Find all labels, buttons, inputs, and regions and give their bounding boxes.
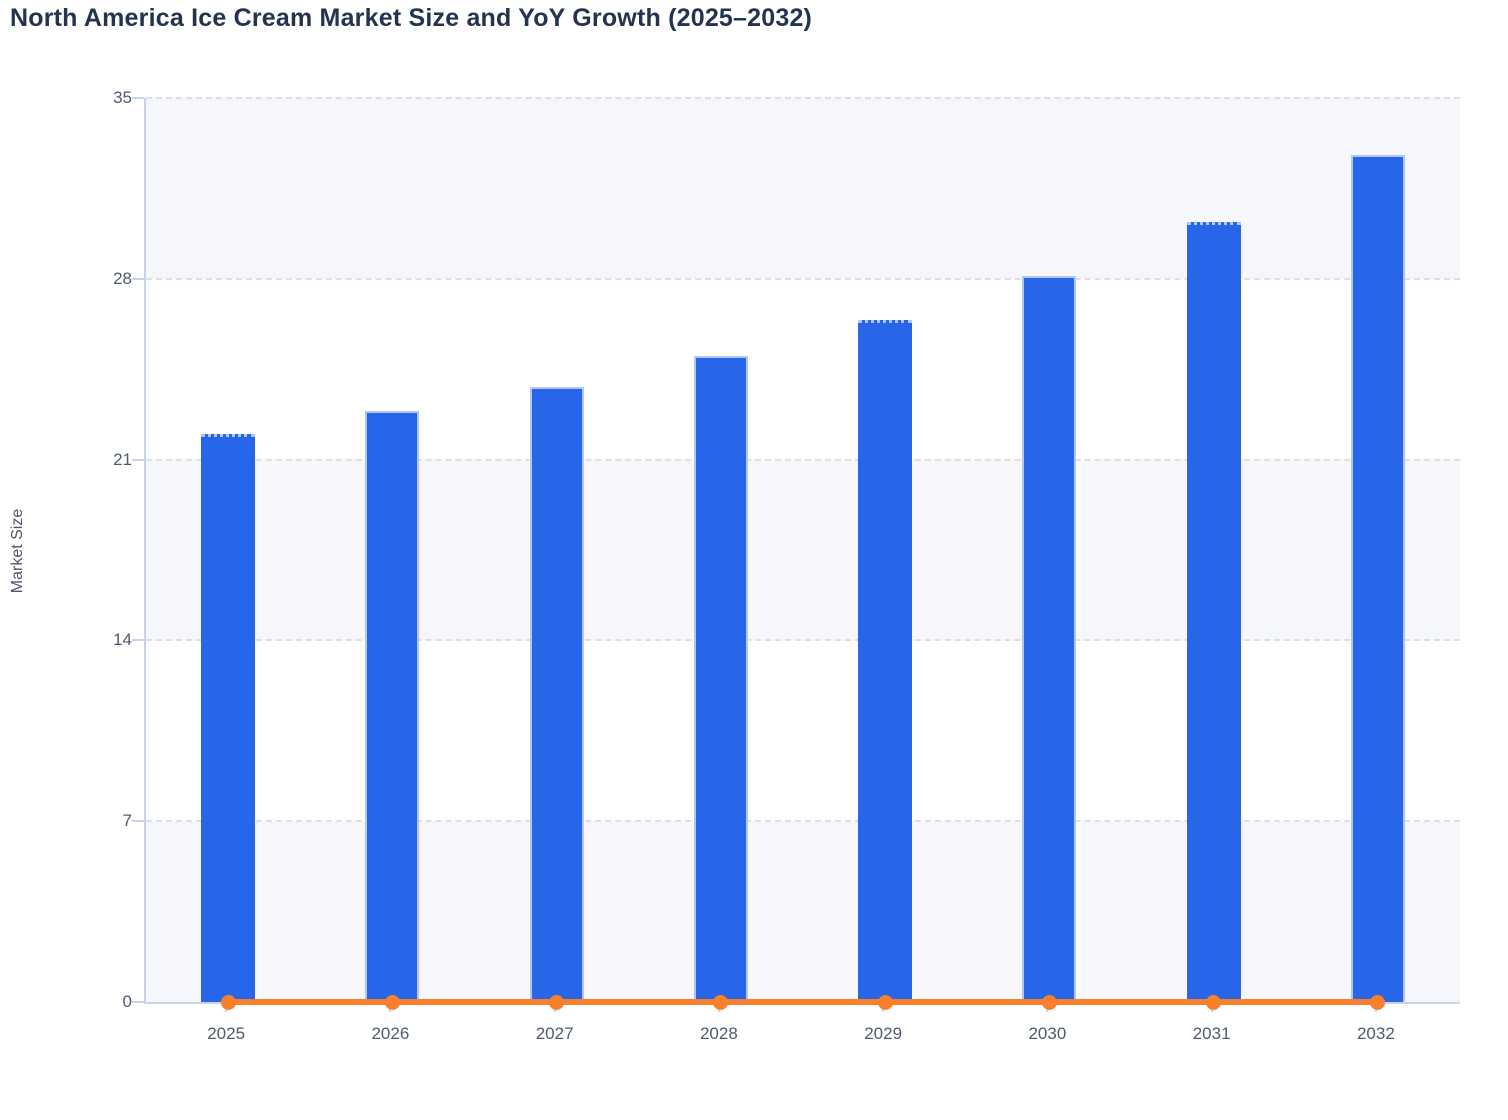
- y-tick-label-21: 21: [113, 449, 132, 469]
- bar-2025[interactable]: [201, 433, 256, 1002]
- yoy-marker-2032[interactable]: [1370, 994, 1386, 1010]
- gridline-7: [146, 820, 1460, 823]
- yoy-marker-2031[interactable]: [1206, 994, 1222, 1010]
- x-tick-label-2027: 2027: [535, 1024, 574, 1043]
- y-tick-label-28: 28: [113, 268, 132, 288]
- yoy-growth-line[interactable]: [228, 999, 1378, 1005]
- chart-title: North America Ice Cream Market Size and …: [10, 4, 813, 32]
- yoy-marker-2025[interactable]: [220, 994, 236, 1010]
- bar-2030[interactable]: [1022, 276, 1077, 1002]
- y-axis-title: Market Size: [9, 508, 26, 594]
- y-tick-mark-35: [132, 97, 144, 99]
- y-tick-label-0: 0: [122, 992, 132, 1011]
- x-tick-label-2026: 2026: [371, 1024, 410, 1043]
- y-tick-mark-14: [132, 639, 144, 642]
- yoy-marker-2028[interactable]: [713, 994, 729, 1010]
- yoy-marker-2026[interactable]: [384, 994, 400, 1010]
- x-tick-label-2025: 2025: [207, 1024, 246, 1043]
- y-tick-label-35: 35: [113, 88, 132, 107]
- gridline-21: [146, 458, 1460, 461]
- bar-2031[interactable]: [1186, 221, 1241, 1002]
- x-tick-label-2029: 2029: [864, 1024, 903, 1043]
- yoy-marker-2029[interactable]: [877, 994, 893, 1010]
- plot-area: [144, 97, 1460, 1010]
- y-tick-label-14: 14: [113, 630, 132, 650]
- gridline-35: [146, 97, 1460, 99]
- y-tick-label-7: 7: [122, 811, 132, 831]
- bar-2029[interactable]: [858, 320, 913, 1002]
- y-tick-mark-0: [132, 1001, 144, 1003]
- gridline-14: [146, 639, 1460, 642]
- yoy-marker-2030[interactable]: [1041, 994, 1057, 1010]
- y-tick-mark-7: [132, 820, 144, 823]
- y-tick-mark-28: [132, 277, 144, 280]
- bar-2032[interactable]: [1350, 154, 1405, 1002]
- x-tick-label-2032: 2032: [1356, 1024, 1395, 1043]
- bar-2027[interactable]: [529, 387, 584, 1002]
- yoy-marker-2027[interactable]: [549, 994, 565, 1010]
- x-tick-label-2030: 2030: [1028, 1024, 1067, 1043]
- x-tick-label-2028: 2028: [699, 1024, 738, 1043]
- bar-2028[interactable]: [693, 356, 748, 1002]
- gridline-28: [146, 277, 1460, 280]
- bar-2026[interactable]: [365, 410, 420, 1002]
- y-tick-mark-21: [132, 458, 144, 461]
- x-tick-label-2031: 2031: [1192, 1024, 1231, 1043]
